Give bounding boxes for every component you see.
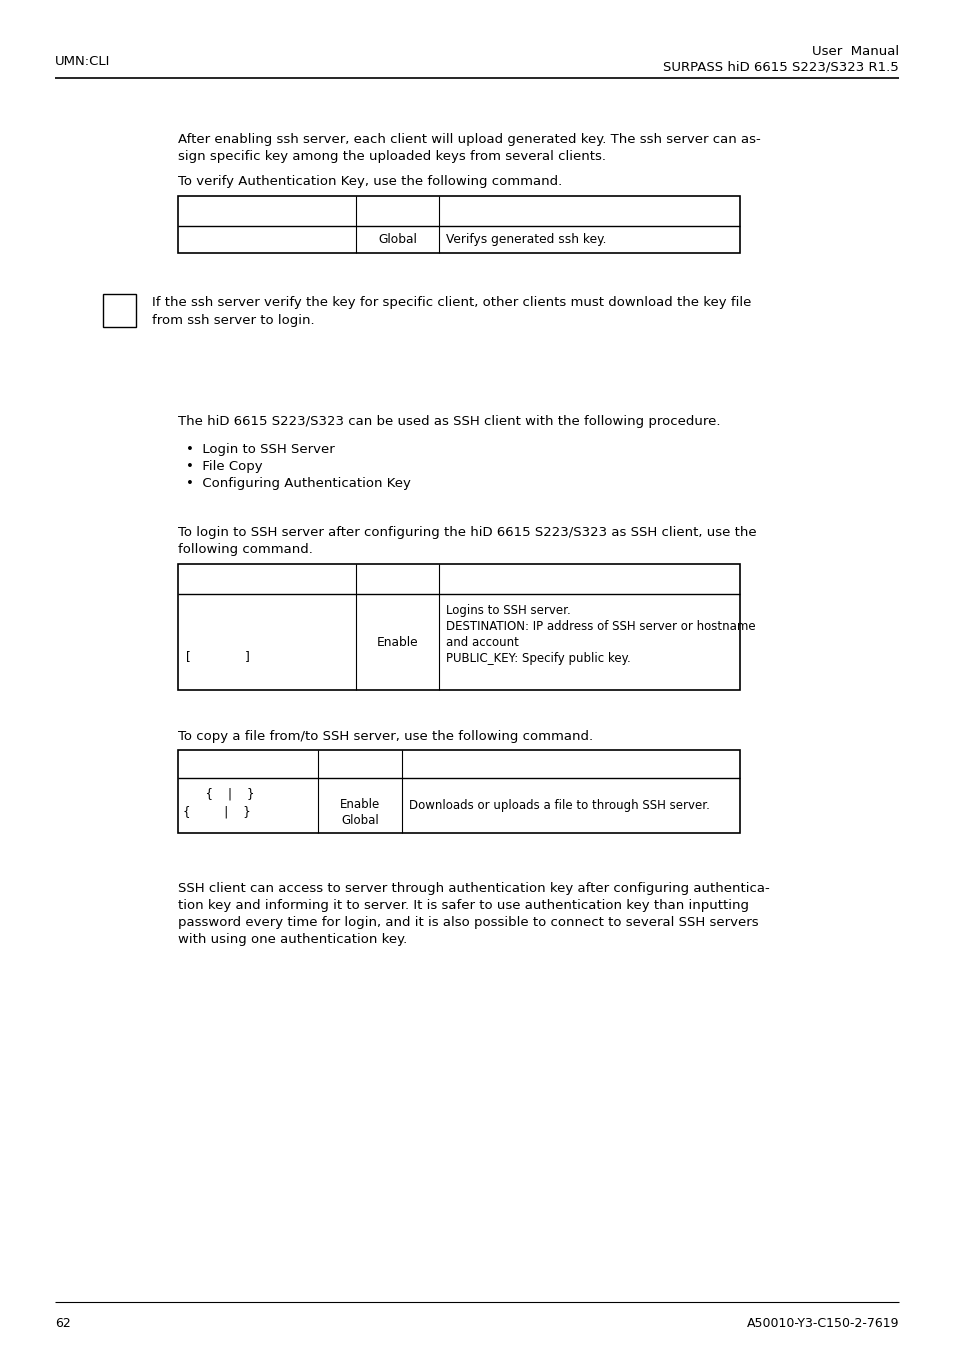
Bar [178,196,740,252]
Text: Global: Global [341,814,378,826]
Text: tion key and informing it to server. It is safer to use authentication key than : tion key and informing it to server. It … [178,899,748,913]
Text: [              ]: [ ] [186,649,250,663]
Text: The hiD 6615 S223/S323 can be used as SSH client with the following procedure.: The hiD 6615 S223/S323 can be used as SS… [178,414,720,428]
Text: A50010-Y3-C150-2-7619: A50010-Y3-C150-2-7619 [745,1318,898,1330]
Text: PUBLIC_KEY: Specify public key.: PUBLIC_KEY: Specify public key. [446,652,630,666]
Text: with using one authentication key.: with using one authentication key. [178,933,407,946]
Text: Enable: Enable [339,798,379,810]
Text: To copy a file from/to SSH server, use the following command.: To copy a file from/to SSH server, use t… [178,730,593,742]
Text: password every time for login, and it is also possible to connect to several SSH: password every time for login, and it is… [178,917,758,929]
Text: {    |    }: { | } [183,788,254,801]
Text: following command.: following command. [178,543,313,556]
Text: •  Login to SSH Server: • Login to SSH Server [186,443,335,456]
Text: and account: and account [446,636,518,649]
Text: from ssh server to login.: from ssh server to login. [152,315,314,327]
Text: After enabling ssh server, each client will upload generated key. The ssh server: After enabling ssh server, each client w… [178,134,760,146]
Text: User  Manual: User Manual [811,45,898,58]
Text: •  File Copy: • File Copy [186,460,262,472]
Bar [178,751,740,833]
Text: To login to SSH server after configuring the hiD 6615 S223/S323 as SSH client, u: To login to SSH server after configuring… [178,526,756,539]
Text: SSH client can access to server through authentication key after configuring aut: SSH client can access to server through … [178,882,769,895]
Text: Downloads or uploads a file to through SSH server.: Downloads or uploads a file to through S… [409,799,709,811]
Text: SURPASS hiD 6615 S223/S323 R1.5: SURPASS hiD 6615 S223/S323 R1.5 [662,61,898,74]
Bar [103,294,136,327]
Text: •  Configuring Authentication Key: • Configuring Authentication Key [186,477,411,490]
Text: Logins to SSH server.: Logins to SSH server. [446,603,570,617]
Text: Global: Global [377,234,416,246]
Text: Verifys generated ssh key.: Verifys generated ssh key. [446,234,606,246]
Text: 62: 62 [55,1318,71,1330]
Text: To verify Authentication Key, use the following command.: To verify Authentication Key, use the fo… [178,176,561,188]
Bar [178,564,740,690]
Text: UMN:CLI: UMN:CLI [55,55,111,68]
Text: DESTINATION: IP address of SSH server or hostname: DESTINATION: IP address of SSH server or… [446,620,755,633]
Text: If the ssh server verify the key for specific client, other clients must downloa: If the ssh server verify the key for spe… [152,296,751,309]
Text: Enable: Enable [376,636,417,648]
Text: sign specific key among the uploaded keys from several clients.: sign specific key among the uploaded key… [178,150,605,163]
Text: {         |    }: { | } [183,805,251,818]
